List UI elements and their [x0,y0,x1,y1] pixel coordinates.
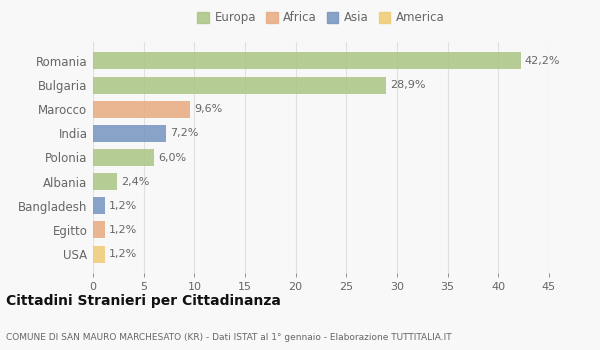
Text: 1,2%: 1,2% [109,201,137,211]
Text: 7,2%: 7,2% [170,128,199,138]
Text: 42,2%: 42,2% [524,56,560,66]
Text: 9,6%: 9,6% [194,104,223,114]
Text: Cittadini Stranieri per Cittadinanza: Cittadini Stranieri per Cittadinanza [6,294,281,308]
Bar [93,246,105,262]
Bar [93,77,386,93]
Bar [93,125,166,142]
Legend: Europa, Africa, Asia, America: Europa, Africa, Asia, America [194,9,448,27]
Bar [93,52,521,69]
Text: 28,9%: 28,9% [390,80,425,90]
Text: COMUNE DI SAN MAURO MARCHESATO (KR) - Dati ISTAT al 1° gennaio - Elaborazione TU: COMUNE DI SAN MAURO MARCHESATO (KR) - Da… [6,332,452,342]
Bar [93,173,118,190]
Bar [93,197,105,214]
Bar [93,149,154,166]
Text: 2,4%: 2,4% [121,177,150,187]
Text: 1,2%: 1,2% [109,225,137,235]
Text: 6,0%: 6,0% [158,153,186,162]
Bar [93,222,105,238]
Bar [93,101,190,118]
Text: 1,2%: 1,2% [109,249,137,259]
